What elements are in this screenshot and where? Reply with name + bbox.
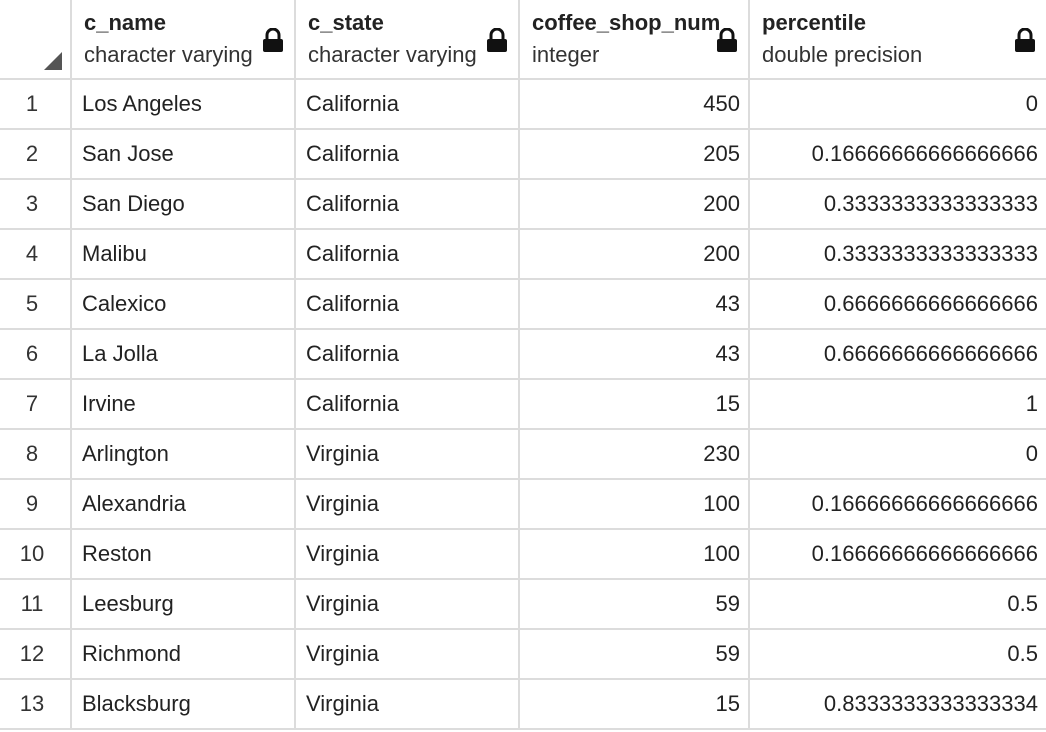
cell-coffee-shop-num[interactable]: 43 bbox=[520, 280, 750, 328]
table-row[interactable]: 11 Leesburg Virginia 59 0.5 bbox=[0, 580, 1046, 630]
column-header-c-state[interactable]: c_state character varying bbox=[296, 0, 520, 78]
cell-c-state[interactable]: Virginia bbox=[296, 680, 520, 728]
cell-c-state[interactable]: California bbox=[296, 380, 520, 428]
cell-c-name[interactable]: Los Angeles bbox=[72, 80, 296, 128]
column-name: coffee_shop_num bbox=[532, 10, 721, 35]
cell-coffee-shop-num[interactable]: 200 bbox=[520, 180, 750, 228]
row-number[interactable]: 12 bbox=[0, 630, 72, 678]
row-number[interactable]: 2 bbox=[0, 130, 72, 178]
table-row[interactable]: 13 Blacksburg Virginia 15 0.833333333333… bbox=[0, 680, 1046, 730]
sort-corner-icon bbox=[44, 52, 62, 70]
lock-icon bbox=[487, 28, 507, 52]
table-row[interactable]: 8 Arlington Virginia 230 0 bbox=[0, 430, 1046, 480]
cell-c-name[interactable]: La Jolla bbox=[72, 330, 296, 378]
cell-c-name[interactable]: Richmond bbox=[72, 630, 296, 678]
lock-icon bbox=[1015, 28, 1035, 52]
cell-coffee-shop-num[interactable]: 43 bbox=[520, 330, 750, 378]
table-row[interactable]: 1 Los Angeles California 450 0 bbox=[0, 80, 1046, 130]
cell-percentile[interactable]: 0 bbox=[1025, 441, 1038, 466]
table-row[interactable]: 4 Malibu California 200 0.33333333333333… bbox=[0, 230, 1046, 280]
table-row[interactable]: 5 Calexico California 43 0.6666666666666… bbox=[0, 280, 1046, 330]
lock-icon bbox=[263, 28, 283, 52]
column-name: c_state bbox=[308, 10, 384, 35]
cell-c-state[interactable]: California bbox=[296, 280, 520, 328]
cell-c-state[interactable]: Virginia bbox=[296, 530, 520, 578]
column-header-coffee-shop-num[interactable]: coffee_shop_num integer bbox=[520, 0, 750, 78]
cell-c-name[interactable]: Reston bbox=[72, 530, 296, 578]
cell-percentile[interactable]: 0.16666666666666666 bbox=[811, 141, 1038, 166]
row-number[interactable]: 13 bbox=[0, 680, 72, 728]
cell-c-name[interactable]: San Diego bbox=[72, 180, 296, 228]
grid-body: 1 Los Angeles California 450 0 2 San Jos… bbox=[0, 80, 1046, 730]
row-number[interactable]: 11 bbox=[0, 580, 72, 628]
cell-coffee-shop-num[interactable]: 15 bbox=[520, 680, 750, 728]
cell-coffee-shop-num[interactable]: 200 bbox=[520, 230, 750, 278]
cell-percentile[interactable]: 0.6666666666666666 bbox=[823, 291, 1038, 316]
cell-percentile[interactable]: 0.3333333333333333 bbox=[823, 241, 1038, 266]
cell-c-name[interactable]: Alexandria bbox=[72, 480, 296, 528]
cell-c-name[interactable]: Blacksburg bbox=[72, 680, 296, 728]
cell-c-state[interactable]: California bbox=[296, 180, 520, 228]
table-row[interactable]: 10 Reston Virginia 100 0.166666666666666… bbox=[0, 530, 1046, 580]
cell-c-state[interactable]: Virginia bbox=[296, 430, 520, 478]
cell-c-state[interactable]: California bbox=[296, 330, 520, 378]
cell-c-name[interactable]: Leesburg bbox=[72, 580, 296, 628]
row-number[interactable]: 6 bbox=[0, 330, 72, 378]
cell-coffee-shop-num[interactable]: 450 bbox=[520, 80, 750, 128]
cell-c-state[interactable]: Virginia bbox=[296, 630, 520, 678]
cell-coffee-shop-num[interactable]: 100 bbox=[520, 480, 750, 528]
cell-coffee-shop-num[interactable]: 100 bbox=[520, 530, 750, 578]
cell-percentile[interactable]: 0.8333333333333334 bbox=[823, 691, 1038, 716]
table-row[interactable]: 2 San Jose California 205 0.166666666666… bbox=[0, 130, 1046, 180]
row-number[interactable]: 9 bbox=[0, 480, 72, 528]
row-number[interactable]: 10 bbox=[0, 530, 72, 578]
cell-percentile[interactable]: 0 bbox=[1025, 91, 1038, 116]
column-name: c_name bbox=[84, 10, 166, 35]
cell-percentile[interactable]: 0.16666666666666666 bbox=[811, 491, 1038, 516]
row-number[interactable]: 5 bbox=[0, 280, 72, 328]
cell-percentile[interactable]: 0.3333333333333333 bbox=[823, 191, 1038, 216]
cell-coffee-shop-num[interactable]: 59 bbox=[520, 630, 750, 678]
column-name: percentile bbox=[762, 10, 866, 35]
cell-coffee-shop-num[interactable]: 230 bbox=[520, 430, 750, 478]
table-row[interactable]: 3 San Diego California 200 0.33333333333… bbox=[0, 180, 1046, 230]
cell-c-name[interactable]: Calexico bbox=[72, 280, 296, 328]
row-number[interactable]: 3 bbox=[0, 180, 72, 228]
cell-percentile[interactable]: 0.16666666666666666 bbox=[811, 541, 1038, 566]
lock-icon bbox=[717, 28, 737, 52]
cell-c-name[interactable]: Arlington bbox=[72, 430, 296, 478]
row-number[interactable]: 7 bbox=[0, 380, 72, 428]
cell-percentile[interactable]: 0.5 bbox=[1007, 591, 1038, 616]
grid-header: c_name character varying c_state charact… bbox=[0, 0, 1046, 80]
cell-coffee-shop-num[interactable]: 15 bbox=[520, 380, 750, 428]
column-type: character varying bbox=[308, 42, 477, 67]
column-header-c-name[interactable]: c_name character varying bbox=[72, 0, 296, 78]
table-row[interactable]: 7 Irvine California 15 1 bbox=[0, 380, 1046, 430]
cell-c-state[interactable]: Virginia bbox=[296, 480, 520, 528]
table-row[interactable]: 6 La Jolla California 43 0.6666666666666… bbox=[0, 330, 1046, 380]
table-row[interactable]: 12 Richmond Virginia 59 0.5 bbox=[0, 630, 1046, 680]
column-type: double precision bbox=[762, 42, 923, 67]
cell-c-name[interactable]: Malibu bbox=[72, 230, 296, 278]
row-number[interactable]: 8 bbox=[0, 430, 72, 478]
table-row[interactable]: 9 Alexandria Virginia 100 0.166666666666… bbox=[0, 480, 1046, 530]
row-number[interactable]: 1 bbox=[0, 80, 72, 128]
cell-coffee-shop-num[interactable]: 205 bbox=[520, 130, 750, 178]
cell-c-state[interactable]: Virginia bbox=[296, 580, 520, 628]
cell-percentile[interactable]: 0.5 bbox=[1007, 641, 1038, 666]
cell-c-state[interactable]: California bbox=[296, 80, 520, 128]
cell-percentile[interactable]: 1 bbox=[1025, 391, 1038, 416]
cell-c-state[interactable]: California bbox=[296, 230, 520, 278]
cell-coffee-shop-num[interactable]: 59 bbox=[520, 580, 750, 628]
row-number[interactable]: 4 bbox=[0, 230, 72, 278]
column-header-percentile[interactable]: percentile double precision bbox=[750, 0, 1046, 78]
column-type: integer bbox=[532, 42, 600, 67]
select-all-corner[interactable] bbox=[0, 0, 72, 78]
cell-c-name[interactable]: San Jose bbox=[72, 130, 296, 178]
column-type: character varying bbox=[84, 42, 253, 67]
cell-c-name[interactable]: Irvine bbox=[72, 380, 296, 428]
cell-c-state[interactable]: California bbox=[296, 130, 520, 178]
cell-percentile[interactable]: 0.6666666666666666 bbox=[823, 341, 1038, 366]
